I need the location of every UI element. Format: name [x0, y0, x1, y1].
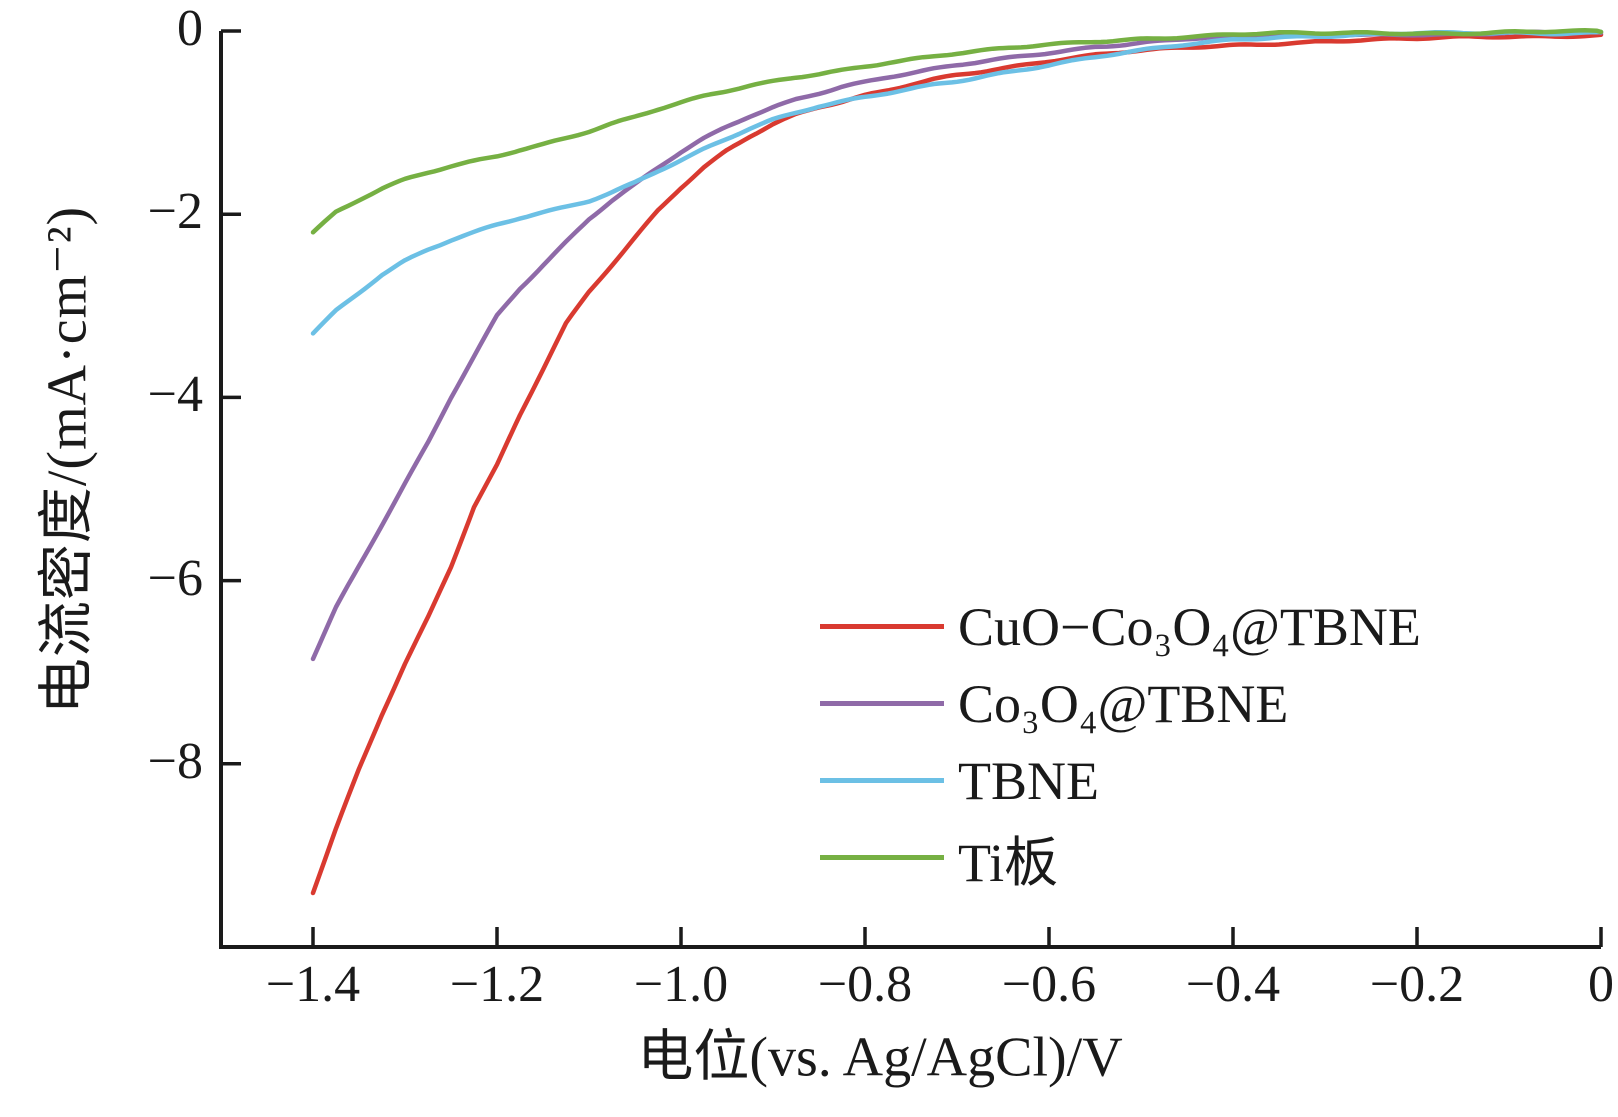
- legend-line-green: [820, 855, 944, 860]
- legend-line-red: [820, 624, 944, 629]
- legend-item-co3o4-tbne: Co₃O₄@TBNE: [820, 665, 1421, 742]
- axis-lines: [219, 31, 1601, 949]
- curve-3: [310, 28, 1604, 235]
- legend: CuO−Co₃O₄@TBNE Co₃O₄@TBNE TBNE Ti板: [820, 588, 1421, 896]
- curve-1: [310, 29, 1604, 662]
- x-tick-label: −0.6: [1001, 956, 1097, 1013]
- x-axis-title: 电位(vs. Ag/AgCl)/V: [637, 1026, 1123, 1089]
- y-axis-title: 电流密度/(mA·cm⁻²): [36, 205, 99, 715]
- x-tick-label: −1.0: [633, 956, 729, 1013]
- y-tick-label: −6: [147, 549, 203, 607]
- legend-label: Ti板: [958, 833, 1059, 893]
- curve-2: [310, 29, 1604, 336]
- legend-label: TBNE: [958, 750, 1099, 811]
- x-tick-label: −1.4: [265, 956, 361, 1013]
- curve-0: [310, 32, 1604, 896]
- legend-label: CuO−Co₃O₄@TBNE: [958, 596, 1421, 657]
- legend-item-tbne: TBNE: [820, 742, 1421, 819]
- axis-ticks: [221, 29, 1603, 947]
- y-tick-label: −2: [147, 183, 203, 241]
- legend-label: Co₃O₄@TBNE: [958, 673, 1289, 734]
- y-tick-label: 0: [177, 0, 203, 58]
- legend-line-purple: [820, 701, 944, 706]
- y-tick-label: −4: [147, 366, 203, 424]
- legend-item-ti-plate: Ti板: [820, 819, 1421, 896]
- x-tick-label: −0.4: [1185, 956, 1281, 1013]
- x-tick-label: −1.2: [449, 956, 545, 1013]
- x-tick-label: −0.8: [817, 956, 913, 1013]
- legend-line-blue: [820, 778, 944, 783]
- legend-item-cuo-co3o4-tbne: CuO−Co₃O₄@TBNE: [820, 588, 1421, 665]
- x-tick-label: −0.2: [1369, 956, 1465, 1013]
- x-tick-label: 0: [1588, 956, 1614, 1013]
- y-tick-label: −8: [147, 732, 203, 790]
